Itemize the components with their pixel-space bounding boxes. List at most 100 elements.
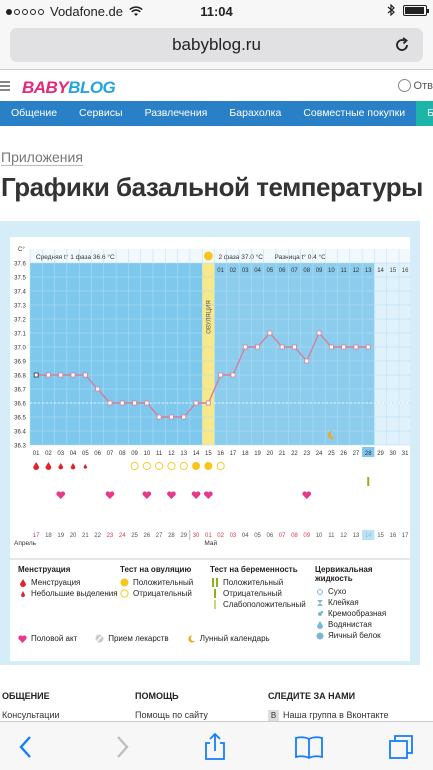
temperature-point (119, 400, 125, 406)
cycle-day-label: 08 (119, 451, 126, 457)
top-date-label: 16 (402, 268, 409, 274)
page-title: Графики базальной температуры (1, 172, 423, 202)
browser-address-bar: babyblog.ru (0, 22, 433, 70)
y-tick-label: 37.3 (14, 304, 26, 310)
ovulation-test-negative (216, 461, 225, 471)
calendar-date-label: 07 (279, 533, 286, 539)
temperature-point (279, 344, 285, 350)
temperature-point (33, 372, 39, 378)
site-logo[interactable]: BABYBLOG (22, 78, 116, 97)
ovulation-test-negative (179, 461, 188, 471)
calendar-date-label: 29 (180, 533, 187, 539)
calendar-date-label: 13 (353, 533, 360, 539)
cycle-day-label: 19 (254, 451, 261, 457)
login-label: Отв (413, 79, 433, 92)
cycle-day-label: 14 (193, 451, 200, 457)
nav-item-sovmestnye-pokupki[interactable]: Совместные покупки (303, 107, 406, 119)
temperature-point (144, 400, 150, 406)
temperature-point (316, 330, 322, 336)
temperature-point (107, 400, 113, 406)
top-date-label: 05 (267, 268, 274, 274)
ovulation-label: ОВУЛЯЦИЯ (206, 300, 212, 333)
vk-icon: В (268, 710, 279, 721)
signal-strength: Vodafone.de (6, 4, 143, 19)
bbt-chart-svg: Средняя t° 1 фаза 36.6 °С 2 фаза 37.0 °С Р… (10, 247, 410, 560)
top-date-label: 08 (303, 268, 310, 274)
back-icon[interactable] (12, 732, 42, 762)
wifi-icon (129, 6, 143, 16)
url-field[interactable]: babyblog.ru (10, 28, 423, 62)
calendar-date-label: 08 (291, 533, 298, 539)
y-tick-label: 36.7 (14, 388, 26, 394)
temperature-point (58, 372, 64, 378)
cycle-day-label: 10 (144, 451, 151, 457)
menu-icon[interactable] (0, 81, 10, 91)
temperature-point (365, 344, 371, 350)
calendar-date-label: 05 (254, 533, 261, 539)
future-area (374, 263, 410, 445)
calendar-date-label: 19 (57, 533, 64, 539)
chart-legend: Менструация Менструация Небольшие выделе… (10, 563, 410, 661)
y-tick-label: 36.4 (14, 430, 26, 436)
footer-link-vkontakte[interactable]: В Наша группа в Вконтакте (268, 710, 389, 721)
cycle-day-label: 05 (82, 451, 89, 457)
site-header: BABYBLOG Отв (0, 71, 433, 101)
temperature-point (242, 344, 248, 350)
nav-item-razvlecheniya[interactable]: Развлечения (144, 107, 208, 119)
status-bar: Vodafone.de 11:04 (0, 0, 433, 22)
creamy-icon (315, 610, 324, 618)
nav-item-servisy[interactable]: Сервисы (79, 107, 123, 119)
top-date-label: 09 (316, 268, 323, 274)
y-tick-label: 36.8 (14, 374, 26, 380)
calendar-date-label: 28 (168, 533, 175, 539)
top-date-label: 02 (230, 268, 237, 274)
top-date-label: 04 (254, 268, 261, 274)
cycle-day-label: 01 (33, 451, 40, 457)
intercourse-mark (203, 491, 213, 499)
calendar-date-label: 03 (230, 533, 237, 539)
url-text: babyblog.ru (172, 35, 261, 54)
nav-item-beremennost[interactable]: Беременн (416, 101, 433, 126)
footer-link-site-help[interactable]: Помощь по сайту (135, 710, 208, 720)
reload-icon[interactable] (393, 36, 411, 54)
nav-item-obshchenie[interactable]: Общение (11, 107, 58, 119)
small-drop-icon (18, 590, 27, 598)
calendar-date-label: 21 (82, 533, 89, 539)
cycle-day-label: 09 (131, 451, 138, 457)
cycle-day-label: 18 (242, 451, 249, 457)
footer-col-help: ПОМОЩЬ Помощь по сайту (135, 691, 208, 720)
share-icon[interactable] (200, 732, 230, 762)
footer-link-consultations[interactable]: Консультации (2, 710, 60, 720)
nav-item-barakholka[interactable]: Барахолка (229, 107, 282, 119)
cycle-day-label: 21 (279, 451, 286, 457)
ovulation-sun-icon (203, 251, 213, 261)
top-date-label: 10 (328, 268, 335, 274)
breadcrumb[interactable]: Приложения (1, 149, 83, 166)
cycle-day-label: 04 (70, 451, 77, 457)
cycle-day-label: 27 (353, 451, 360, 457)
top-date-label: 12 (353, 268, 360, 274)
y-tick-label: 36.5 (14, 416, 26, 422)
ovulation-test-negative (167, 461, 176, 471)
login-link[interactable]: Отв (397, 79, 433, 92)
forward-icon[interactable] (106, 732, 136, 762)
top-date-label: 03 (242, 268, 249, 274)
pregnancy-test-faint (367, 477, 370, 486)
moon-marker (327, 430, 336, 439)
top-date-label: 01 (217, 268, 224, 274)
browser-toolbar (0, 721, 433, 770)
intercourse-mark (191, 491, 201, 499)
phase2-area (214, 263, 375, 445)
temperature-point (132, 400, 137, 406)
y-tick-label: 37.1 (14, 332, 26, 338)
ovulation-positive-icon (120, 578, 129, 587)
top-date-label: 14 (377, 268, 384, 274)
temperature-point (267, 330, 273, 336)
phase2-mean-label: 2 фаза 37.0 °С (219, 253, 264, 261)
bookmarks-icon[interactable] (294, 732, 324, 762)
temperature-point (46, 372, 51, 378)
tabs-icon[interactable] (386, 732, 416, 762)
heart-icon (18, 634, 27, 643)
legend-pregnancy-test: Тест на беременность Положительный Отриц… (210, 565, 306, 609)
cycle-day-label: 07 (107, 451, 114, 457)
